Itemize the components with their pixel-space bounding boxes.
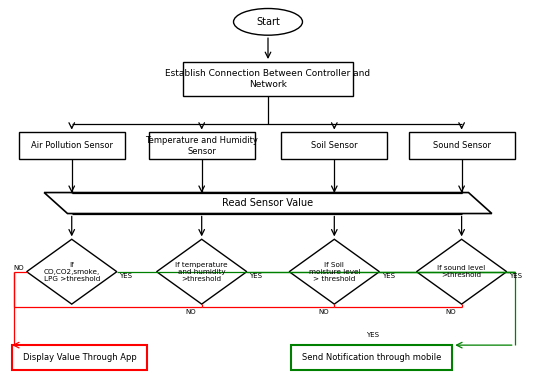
- Text: Send Notification through mobile: Send Notification through mobile: [302, 353, 441, 362]
- Text: Sound Sensor: Sound Sensor: [433, 141, 490, 150]
- Text: If temperature
and humidity
>threshold: If temperature and humidity >threshold: [175, 262, 228, 282]
- Text: YES: YES: [120, 272, 132, 279]
- Text: If
CO,CO2,smoke,
LPG >threshold: If CO,CO2,smoke, LPG >threshold: [43, 262, 100, 282]
- Text: If Soil
moisture level
> threshold: If Soil moisture level > threshold: [309, 262, 360, 282]
- Text: Display Value Through App: Display Value Through App: [23, 353, 137, 362]
- Text: NO: NO: [318, 309, 329, 315]
- Text: Start: Start: [256, 17, 280, 27]
- Text: Air Pollution Sensor: Air Pollution Sensor: [31, 141, 113, 150]
- Text: If sound level
>threshold: If sound level >threshold: [437, 265, 486, 278]
- Text: YES: YES: [509, 272, 523, 279]
- Text: Read Sensor Value: Read Sensor Value: [222, 198, 314, 208]
- Text: Temperature and Humidity
Sensor: Temperature and Humidity Sensor: [145, 136, 258, 156]
- Text: Soil Sensor: Soil Sensor: [311, 141, 358, 150]
- Text: YES: YES: [366, 332, 379, 338]
- Text: YES: YES: [382, 272, 395, 279]
- Text: NO: NO: [186, 309, 196, 315]
- Text: NO: NO: [445, 309, 456, 315]
- Text: Establish Connection Between Controller and
Network: Establish Connection Between Controller …: [166, 69, 370, 89]
- Text: NO: NO: [13, 265, 24, 271]
- Text: YES: YES: [249, 272, 263, 279]
